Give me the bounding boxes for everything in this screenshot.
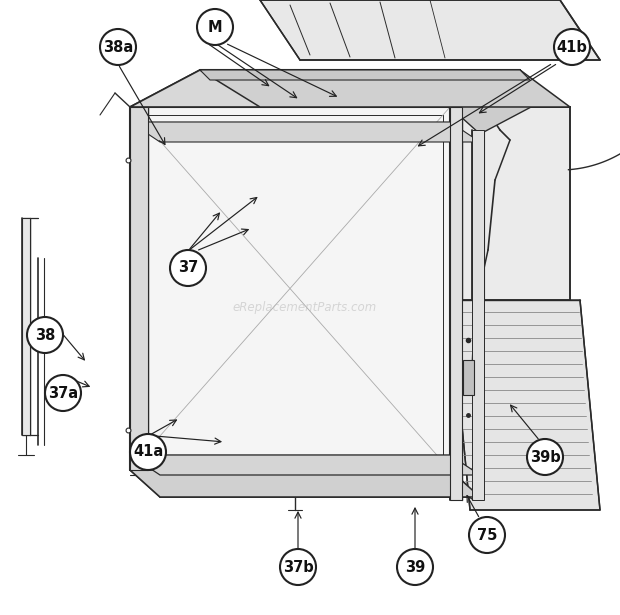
Polygon shape (450, 300, 600, 510)
Text: 75: 75 (477, 528, 497, 542)
Circle shape (280, 549, 316, 585)
Circle shape (527, 439, 563, 475)
Polygon shape (130, 107, 450, 470)
Circle shape (45, 375, 81, 411)
Polygon shape (472, 130, 484, 500)
Circle shape (170, 250, 206, 286)
Polygon shape (130, 107, 148, 470)
Text: 38a: 38a (103, 39, 133, 55)
Text: 37a: 37a (48, 386, 78, 400)
Polygon shape (450, 107, 570, 300)
Polygon shape (130, 122, 480, 142)
Text: eReplacementParts.com: eReplacementParts.com (233, 301, 377, 314)
Polygon shape (130, 455, 480, 475)
Polygon shape (450, 107, 462, 500)
Polygon shape (463, 360, 474, 395)
Circle shape (100, 29, 136, 65)
Text: M: M (208, 20, 223, 34)
Circle shape (130, 434, 166, 470)
Polygon shape (130, 70, 520, 107)
Polygon shape (260, 0, 600, 60)
Text: 39: 39 (405, 560, 425, 574)
Text: 37: 37 (178, 261, 198, 276)
Circle shape (397, 549, 433, 585)
Text: 41b: 41b (557, 39, 587, 55)
Polygon shape (200, 70, 530, 80)
Text: 37b: 37b (283, 560, 313, 574)
Polygon shape (130, 470, 480, 497)
Polygon shape (450, 70, 550, 134)
Circle shape (197, 9, 233, 45)
Text: 41a: 41a (133, 445, 163, 459)
Polygon shape (22, 218, 30, 435)
Text: 38: 38 (35, 328, 55, 343)
Circle shape (27, 317, 63, 353)
Circle shape (554, 29, 590, 65)
Text: 39b: 39b (529, 450, 560, 464)
Circle shape (469, 517, 505, 553)
Polygon shape (200, 70, 570, 107)
